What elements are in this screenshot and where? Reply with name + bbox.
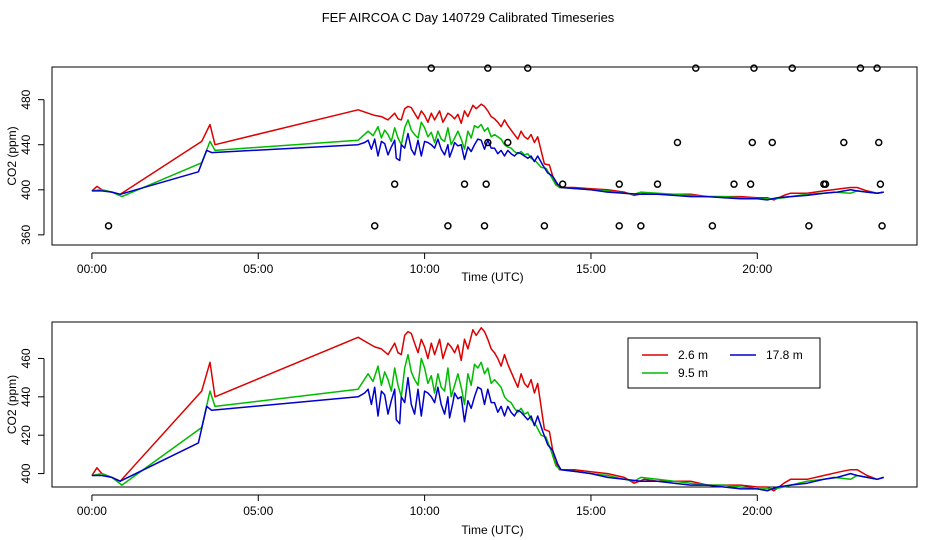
calibration-point xyxy=(746,180,755,188)
calibration-point xyxy=(484,138,492,147)
calibration-point xyxy=(390,180,399,188)
calibration-point xyxy=(653,180,662,188)
calibration-point xyxy=(444,222,452,230)
series-line-17-8-m xyxy=(91,132,884,201)
calibration-point xyxy=(874,138,883,147)
figure-title: FEF AIRCOA C Day 140729 Calibrated Times… xyxy=(322,10,615,25)
calibration-point xyxy=(692,64,700,72)
y-tick-label: 420 xyxy=(19,425,33,445)
calibration-point xyxy=(460,180,469,188)
calibration-point xyxy=(856,64,865,72)
legend-label: 2.6 m xyxy=(678,348,708,362)
legend-box xyxy=(627,337,821,389)
legend-label: 17.8 m xyxy=(766,348,803,362)
calibration-point xyxy=(104,222,113,230)
calibration-point xyxy=(708,222,717,230)
calibration-point xyxy=(805,222,813,230)
x-axis-label: Time (UTC) xyxy=(461,523,523,537)
y-tick-label: 460 xyxy=(19,348,33,368)
calibration-point xyxy=(370,222,379,230)
plot-frame xyxy=(51,66,918,246)
y-axis-label: CO2 (ppm) xyxy=(5,126,19,185)
y-tick-label: 440 xyxy=(19,386,33,406)
calibration-point xyxy=(504,138,512,147)
calibration-point xyxy=(788,64,796,72)
calibration-point xyxy=(615,222,623,230)
calibration-point xyxy=(876,180,885,188)
y-tick-label: 440 xyxy=(19,134,33,154)
x-tick-label: 05:00 xyxy=(243,504,273,518)
top-panel: 00:00 05:00 10:00 15:00 20:00 Time (UTC) 360 40… xyxy=(5,64,918,284)
calibration-point xyxy=(482,180,490,188)
x-tick-label: 20:00 xyxy=(742,504,772,518)
x-tick-label: 10:00 xyxy=(410,262,440,276)
x-tick-label: 05:00 xyxy=(243,262,273,276)
legend: 2.6 m 17.8 m 9.5 m xyxy=(627,337,821,389)
calibration-point xyxy=(768,138,777,147)
y-tick-label: 400 xyxy=(19,179,33,199)
y-tick-label: 360 xyxy=(19,225,33,245)
calibration-point xyxy=(637,222,645,230)
x-tick-label: 15:00 xyxy=(576,262,606,276)
calibration-point xyxy=(840,138,848,147)
y-tick-label: 480 xyxy=(19,89,33,109)
x-tick-label: 20:00 xyxy=(742,262,772,276)
calibration-point xyxy=(524,64,532,72)
calibration-point xyxy=(748,138,757,147)
calibration-point xyxy=(730,180,738,188)
bottom-panel: 00:00 05:00 10:00 15:00 20:00 Time (UTC) 400 42… xyxy=(5,321,918,537)
x-tick-label: 15:00 xyxy=(576,504,606,518)
calibration-point xyxy=(558,180,567,188)
legend-label: 9.5 m xyxy=(678,366,708,380)
x-tick-label: 00:00 xyxy=(77,504,107,518)
calibration-point xyxy=(427,64,436,72)
calibration-point xyxy=(615,180,623,188)
plot-frame xyxy=(51,321,918,488)
calibration-point xyxy=(673,138,682,147)
y-axis-label: CO2 (ppm) xyxy=(5,375,19,434)
x-tick-label: 10:00 xyxy=(410,504,440,518)
y-tick-label: 400 xyxy=(19,463,33,483)
calibration-point xyxy=(821,180,830,188)
x-axis-label: Time (UTC) xyxy=(461,270,523,284)
calibration-point xyxy=(873,64,881,72)
calibration-point xyxy=(750,64,758,72)
calibration-point xyxy=(480,222,489,230)
x-tick-label: 00:00 xyxy=(77,262,107,276)
calibration-point xyxy=(878,222,886,230)
calibration-point xyxy=(484,64,492,72)
series-line-17-8-m xyxy=(91,376,884,492)
calibration-point xyxy=(540,222,549,230)
